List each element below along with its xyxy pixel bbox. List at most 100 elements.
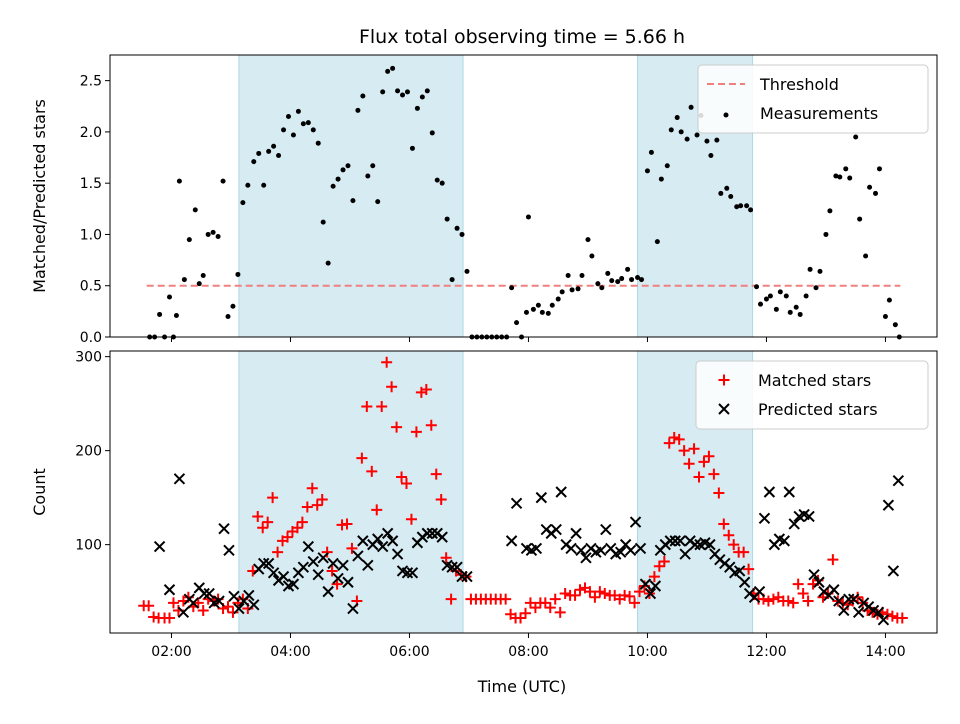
matched-point-126 bbox=[762, 595, 774, 607]
matched-point-130 bbox=[782, 595, 794, 607]
measurement-point-91 bbox=[589, 253, 595, 259]
y-tick-label: 1.0 bbox=[80, 227, 102, 243]
matched-point-100 bbox=[634, 586, 646, 598]
measurement-point-85 bbox=[559, 289, 565, 295]
matched-point-26 bbox=[267, 492, 279, 504]
measurement-point-127 bbox=[767, 293, 773, 299]
measurement-point-102 bbox=[644, 168, 650, 174]
matched-point-57 bbox=[420, 384, 432, 396]
measurement-point-78 bbox=[525, 214, 531, 220]
measurement-point-109 bbox=[678, 129, 684, 135]
axes-frame bbox=[109, 54, 938, 338]
measurement-point-119 bbox=[728, 194, 734, 200]
measurement-point-42 bbox=[350, 198, 356, 204]
x-tick-label: 06:00 bbox=[389, 644, 429, 660]
predicted-point-5 bbox=[187, 597, 200, 609]
measurement-point-92 bbox=[595, 281, 601, 287]
measurement-point-152 bbox=[892, 322, 898, 328]
matched-point-116 bbox=[713, 487, 725, 499]
predicted-point-116 bbox=[783, 486, 795, 498]
measurement-point-17 bbox=[225, 313, 231, 319]
matched-point-111 bbox=[688, 443, 700, 455]
matched-point-150 bbox=[881, 608, 893, 620]
y-tick-label: 2.0 bbox=[80, 125, 102, 141]
measurement-point-10 bbox=[192, 207, 198, 213]
measurement-point-130 bbox=[783, 293, 789, 299]
predicted-point-31 bbox=[317, 552, 329, 564]
predicted-point-35 bbox=[337, 559, 349, 572]
measurement-point-103 bbox=[648, 149, 654, 155]
predicted-point-0 bbox=[153, 540, 166, 553]
matched-point-131 bbox=[787, 597, 799, 609]
matched-point-106 bbox=[663, 437, 675, 449]
matched-point-110 bbox=[683, 458, 695, 470]
measurement-point-61 bbox=[444, 216, 450, 222]
measurement-point-35 bbox=[315, 140, 321, 146]
measurement-point-40 bbox=[340, 167, 346, 173]
measurement-point-90 bbox=[585, 237, 591, 243]
matched-point-141 bbox=[837, 597, 849, 609]
measurement-point-14 bbox=[210, 229, 216, 235]
predicted-point-40 bbox=[362, 559, 374, 572]
matched-point-34 bbox=[306, 482, 318, 494]
matched-point-133 bbox=[797, 588, 809, 600]
legend-matched-swatch bbox=[718, 374, 730, 386]
matched-point-122 bbox=[743, 563, 755, 575]
predicted-point-137 bbox=[887, 565, 900, 577]
legend-box bbox=[695, 360, 929, 430]
measurement-point-138 bbox=[823, 231, 829, 237]
measurement-point-7 bbox=[176, 178, 182, 184]
measurement-point-150 bbox=[882, 313, 888, 319]
y-axis-label: Matched/Predicted stars bbox=[30, 99, 49, 293]
legend-label: Measurements bbox=[760, 104, 878, 123]
measurement-point-116 bbox=[714, 137, 720, 143]
measurement-point-89 bbox=[579, 272, 585, 278]
measurement-point-75 bbox=[514, 320, 520, 326]
matched-point-6 bbox=[167, 597, 179, 609]
measurement-point-81 bbox=[539, 309, 545, 315]
predicted-point-106 bbox=[733, 565, 746, 577]
matched-point-37 bbox=[321, 546, 333, 558]
predicted-point-27 bbox=[297, 561, 310, 573]
measurement-point-148 bbox=[873, 190, 879, 196]
measurement-point-96 bbox=[615, 279, 621, 285]
legend-label: Threshold bbox=[759, 75, 839, 94]
predicted-point-84 bbox=[624, 544, 637, 556]
predicted-point-82 bbox=[614, 546, 627, 558]
matched-point-93 bbox=[599, 588, 611, 600]
measurement-point-149 bbox=[876, 166, 882, 172]
y-tick-label: 1.5 bbox=[80, 176, 102, 192]
measurement-point-115 bbox=[708, 152, 714, 158]
matched-point-139 bbox=[827, 554, 839, 566]
measurement-point-80 bbox=[535, 302, 541, 308]
measurement-point-59 bbox=[434, 177, 440, 183]
predicted-point-79 bbox=[600, 523, 612, 536]
measurement-point-11 bbox=[196, 281, 202, 287]
matched-point-117 bbox=[718, 518, 730, 530]
matched-point-61 bbox=[440, 552, 452, 564]
y-tick-label: 2.5 bbox=[80, 74, 102, 90]
predicted-point-94 bbox=[674, 535, 686, 547]
y-tick-label: 200 bbox=[75, 444, 102, 460]
measurement-point-44 bbox=[360, 93, 366, 99]
measurement-point-24 bbox=[261, 182, 267, 188]
measurement-point-8 bbox=[181, 277, 187, 283]
matched-point-90 bbox=[584, 586, 596, 598]
matched-point-115 bbox=[708, 468, 720, 480]
matched-point-42 bbox=[346, 542, 358, 554]
predicted-point-52 bbox=[421, 527, 434, 540]
measurement-point-22 bbox=[251, 159, 257, 165]
matched-point-79 bbox=[529, 602, 541, 614]
matched-point-108 bbox=[673, 433, 685, 445]
measurement-point-74 bbox=[509, 285, 515, 291]
legend-label: Matched stars bbox=[758, 371, 871, 390]
measurement-point-83 bbox=[549, 302, 555, 308]
matched-point-18 bbox=[227, 606, 239, 618]
measurement-point-143 bbox=[847, 175, 853, 181]
measurement-point-47 bbox=[375, 199, 381, 205]
predicted-point-23 bbox=[277, 570, 290, 583]
legend: Threshold Measurements bbox=[697, 64, 929, 134]
matched-point-121 bbox=[738, 546, 750, 558]
